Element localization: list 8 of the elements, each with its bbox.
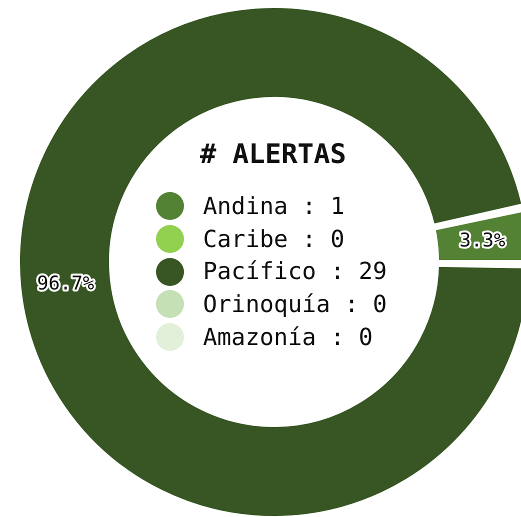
legend-title: # ALERTAS — [200, 139, 346, 170]
legend-label: Orinoquía : 0 — [203, 289, 387, 320]
data-label: 96.7% — [37, 272, 95, 295]
legend-label: Caribe : 0 — [203, 224, 344, 255]
legend-label: Andina : 1 — [203, 191, 344, 222]
legend-label: Amazonía : 0 — [203, 322, 373, 353]
data-label: 3.3% — [460, 229, 506, 252]
legend-label: Pacífico : 29 — [203, 256, 387, 288]
